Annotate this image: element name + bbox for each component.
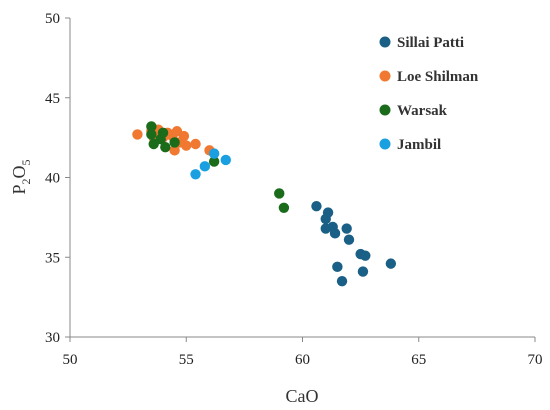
data-point xyxy=(132,129,143,140)
y-tick-label: 50 xyxy=(45,11,60,27)
legend-marker xyxy=(379,70,391,82)
data-point xyxy=(278,202,290,214)
data-point xyxy=(329,228,341,239)
data-point xyxy=(336,275,348,287)
plot-area: 50 55 60 65 70 30 35 40 45 50 xyxy=(45,11,543,368)
x-tick-label: 70 xyxy=(528,352,543,368)
series-jambil xyxy=(190,148,231,180)
y-tick-label: 30 xyxy=(45,330,60,346)
x-axis-title: CaO xyxy=(286,386,319,406)
series-warsak xyxy=(146,121,290,214)
x-tick-label: 55 xyxy=(179,352,194,368)
x-tick-label: 50 xyxy=(63,352,78,368)
data-point xyxy=(181,140,192,151)
data-points xyxy=(132,121,397,287)
y-tick-label: 45 xyxy=(45,91,60,107)
data-point xyxy=(341,223,352,234)
data-point xyxy=(357,266,369,277)
data-point xyxy=(190,138,201,150)
legend-label: Loe Shilman xyxy=(397,69,479,85)
data-point xyxy=(199,161,211,172)
data-point xyxy=(146,121,157,132)
data-point xyxy=(169,137,180,148)
data-point xyxy=(146,129,157,140)
x-tick-label: 65 xyxy=(411,352,426,368)
data-point xyxy=(169,145,180,156)
data-point xyxy=(385,258,397,269)
data-point xyxy=(320,223,331,234)
legend-marker xyxy=(379,104,391,116)
data-point xyxy=(343,234,355,245)
data-point xyxy=(190,169,201,180)
data-point xyxy=(208,148,220,159)
data-point xyxy=(178,130,190,142)
y-tick-label: 35 xyxy=(45,250,60,266)
data-point xyxy=(311,201,322,212)
data-point xyxy=(208,156,220,167)
series-sillai-patti xyxy=(311,201,397,287)
data-point xyxy=(360,250,371,261)
data-point xyxy=(220,154,231,166)
legend-label: Warsak xyxy=(397,103,448,119)
legend-marker xyxy=(379,36,391,48)
x-tick-label: 60 xyxy=(295,352,310,368)
legend-label: Jambil xyxy=(397,137,441,153)
data-point xyxy=(322,207,334,218)
data-point xyxy=(157,127,169,139)
legend-marker xyxy=(379,138,391,150)
y-axis-title: P2O5 xyxy=(9,159,33,194)
data-point xyxy=(274,188,285,199)
data-point xyxy=(332,261,343,273)
data-point xyxy=(160,141,171,153)
legend: Sillai Patti Loe Shilman Warsak Jambil xyxy=(379,35,479,153)
legend-label: Sillai Patti xyxy=(397,35,464,51)
y-tick-label: 40 xyxy=(45,171,60,187)
